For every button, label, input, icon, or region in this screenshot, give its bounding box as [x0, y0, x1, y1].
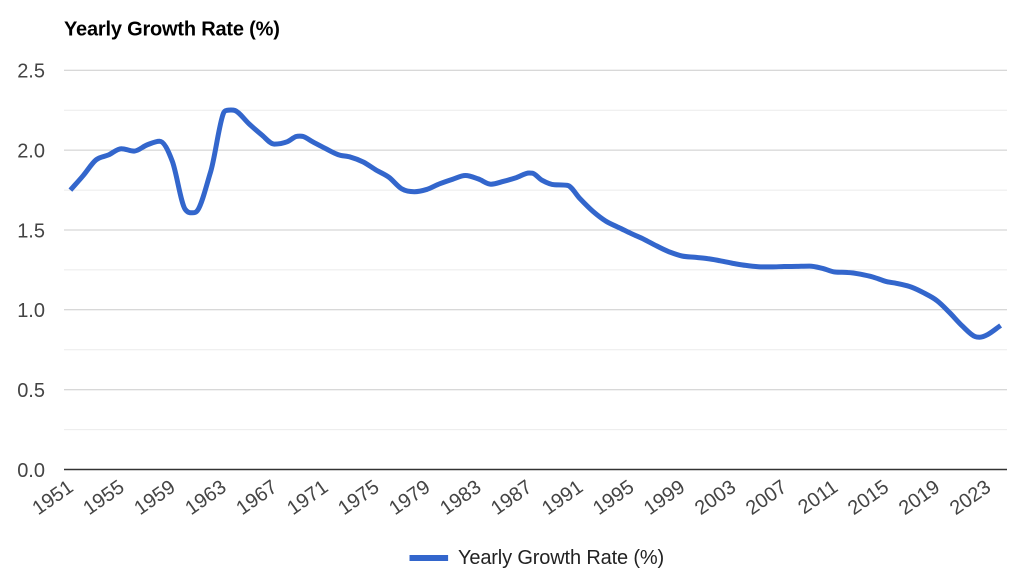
- svg-text:0.5: 0.5: [17, 380, 45, 402]
- svg-text:1.0: 1.0: [17, 300, 45, 322]
- svg-text:1.5: 1.5: [17, 220, 45, 242]
- svg-text:2.0: 2.0: [17, 141, 45, 163]
- svg-text:Yearly Growth Rate (%): Yearly Growth Rate (%): [64, 19, 280, 41]
- svg-text:Yearly Growth Rate (%): Yearly Growth Rate (%): [458, 547, 664, 569]
- svg-text:0.0: 0.0: [17, 460, 45, 482]
- svg-text:2.5: 2.5: [17, 61, 45, 83]
